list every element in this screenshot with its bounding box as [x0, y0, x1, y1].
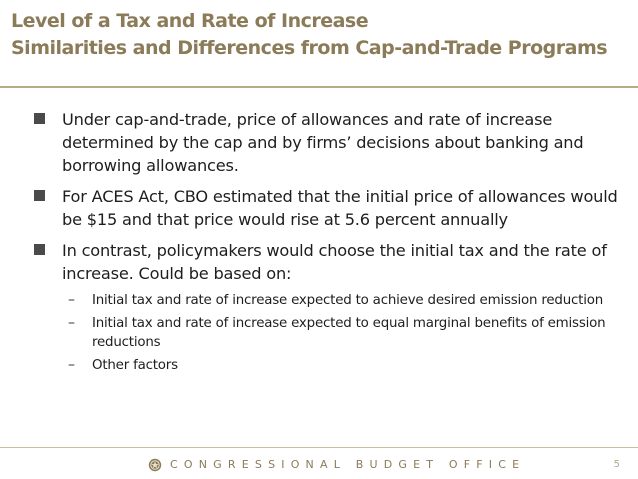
cbo-seal-icon	[148, 458, 162, 472]
dash-bullet-icon: –	[68, 292, 75, 308]
subbullet-text: Initial tax and rate of increase expecte…	[92, 316, 606, 350]
bullet-text: In contrast, policymakers would choose t…	[62, 241, 607, 283]
bullet-item: For ACES Act, CBO estimated that the ini…	[34, 185, 624, 231]
square-bullet-icon	[34, 190, 45, 201]
slide-title-line-1: Level of a Tax and Rate of Increase	[11, 10, 369, 32]
page-number: 5	[613, 459, 620, 470]
footer-org-name: CONGRESSIONAL BUDGET OFFICE	[170, 458, 526, 471]
dash-bullet-icon: –	[68, 315, 75, 331]
dash-bullet-icon: –	[68, 357, 75, 373]
square-bullet-icon	[34, 113, 45, 124]
bullet-item: Under cap-and-trade, price of allowances…	[34, 108, 624, 177]
subbullet-list: – Initial tax and rate of increase expec…	[62, 291, 624, 375]
subbullet-item: – Initial tax and rate of increase expec…	[62, 291, 624, 310]
subbullet-item: – Other factors	[62, 356, 624, 375]
bullet-list: Under cap-and-trade, price of allowances…	[34, 108, 624, 383]
subbullet-item: – Initial tax and rate of increase expec…	[62, 314, 624, 352]
slide-title-line-2: Similarities and Differences from Cap-an…	[11, 37, 608, 59]
subbullet-text: Initial tax and rate of increase expecte…	[92, 293, 604, 308]
bullet-text: For ACES Act, CBO estimated that the ini…	[62, 187, 618, 229]
title-divider	[0, 86, 638, 88]
bullet-text: Under cap-and-trade, price of allowances…	[62, 110, 584, 175]
footer-divider	[0, 447, 638, 448]
square-bullet-icon	[34, 244, 45, 255]
slide-title: Level of a Tax and Rate of Increase Simi…	[11, 8, 631, 62]
bullet-item: In contrast, policymakers would choose t…	[34, 239, 624, 375]
subbullet-text: Other factors	[92, 358, 178, 373]
